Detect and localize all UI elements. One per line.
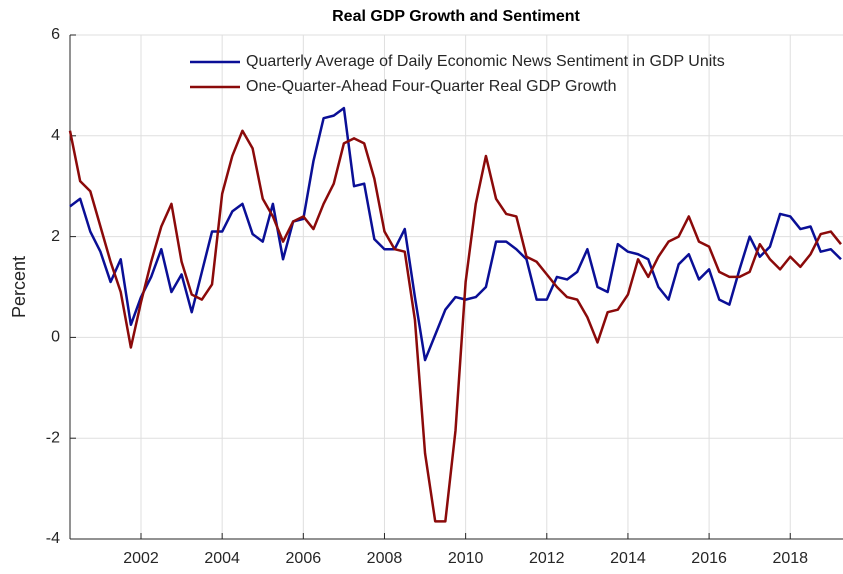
x-tick-label: 2006 <box>286 550 322 567</box>
y-tick-label: 0 <box>51 329 60 346</box>
y-tick-label: -2 <box>46 429 60 446</box>
x-tick-label: 2016 <box>691 550 727 567</box>
x-tick-label: 2002 <box>123 550 159 567</box>
x-tick-label: 2012 <box>529 550 565 567</box>
legend-label: Quarterly Average of Daily Economic News… <box>246 53 725 70</box>
y-tick-label: 4 <box>51 127 60 144</box>
legend-label: One-Quarter-Ahead Four-Quarter Real GDP … <box>246 78 617 95</box>
y-axis-label: Percent <box>9 256 29 318</box>
x-tick-label: 2010 <box>448 550 484 567</box>
x-tick-label: 2008 <box>367 550 403 567</box>
x-tick-label: 2004 <box>204 550 240 567</box>
x-tick-label: 2018 <box>772 550 808 567</box>
y-tick-label: 6 <box>51 26 60 43</box>
chart-title: Real GDP Growth and Sentiment <box>332 8 580 25</box>
series-line <box>68 129 842 523</box>
y-tick-label: 2 <box>51 228 60 245</box>
y-tick-label: -4 <box>46 530 60 547</box>
x-tick-label: 2014 <box>610 550 646 567</box>
series-line <box>69 106 842 362</box>
